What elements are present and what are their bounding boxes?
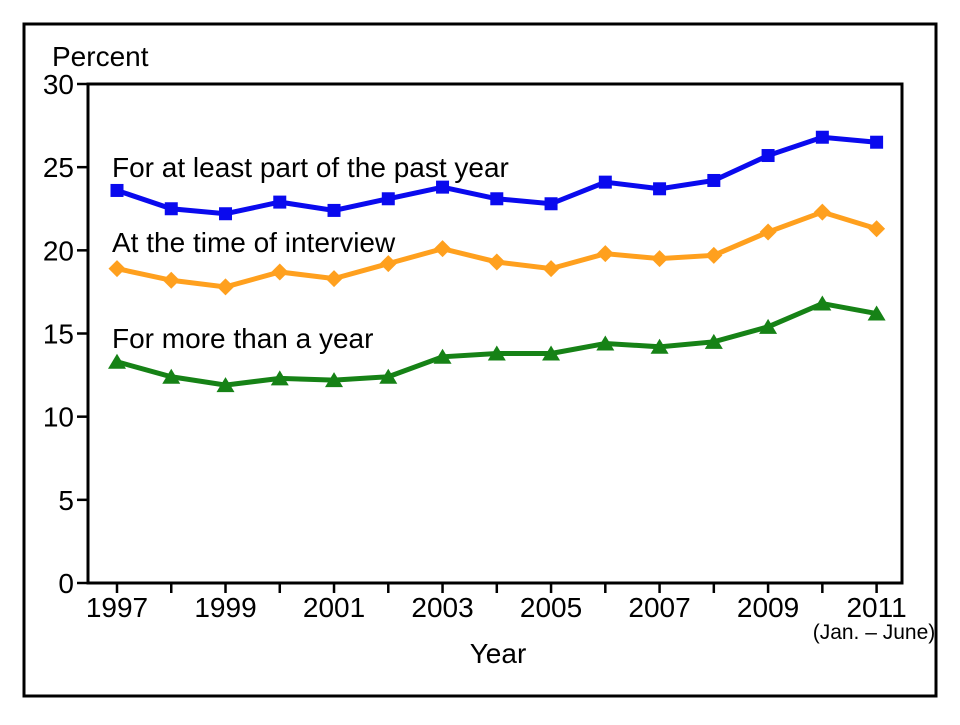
y-tick-label: 5: [58, 485, 74, 516]
y-tick-label: 15: [43, 319, 74, 350]
series-label-more-than-a-year: For more than a year: [112, 323, 373, 354]
diamond-marker-icon: [705, 246, 723, 264]
square-marker-icon: [490, 192, 504, 206]
square-marker-icon: [761, 149, 775, 163]
square-marker-icon: [544, 197, 558, 211]
y-tick-label: 25: [43, 152, 74, 183]
triangle-marker-icon: [433, 348, 452, 364]
diamond-marker-icon: [759, 223, 777, 241]
triangle-marker-icon: [650, 338, 669, 354]
series-at-time-of-interview: [108, 203, 886, 296]
x-axis-note: (Jan. – June): [813, 621, 936, 644]
diamond-marker-icon: [596, 245, 614, 263]
series-label-at-time-of-interview: At the time of interview: [112, 227, 396, 258]
series-at-least-part-of-past-year: [110, 130, 884, 221]
y-tick-label: 20: [43, 235, 74, 266]
square-marker-icon: [110, 183, 124, 197]
square-marker-icon: [164, 202, 178, 216]
square-marker-icon: [273, 195, 287, 209]
x-axis-tick-labels: 1997 1999 2001 2003 2005 2007 2009 2011: [86, 592, 907, 623]
series-more-than-a-year: [108, 295, 886, 393]
x-tick-label: 2003: [411, 592, 473, 623]
x-tick-label: 1999: [194, 592, 256, 623]
diamond-marker-icon: [379, 255, 397, 273]
triangle-marker-icon: [379, 368, 398, 384]
series-label-at-least-part-of-past-year: For at least part of the past year: [112, 152, 509, 183]
triangle-marker-icon: [162, 368, 181, 384]
square-marker-icon: [653, 182, 667, 196]
triangle-marker-icon: [325, 372, 344, 388]
diamond-marker-icon: [434, 240, 452, 258]
x-tick-label: 2001: [303, 592, 365, 623]
square-marker-icon: [598, 175, 612, 189]
square-marker-icon: [815, 130, 829, 144]
y-axis-tick-labels: 0 5 10 15 20 25 30: [43, 69, 74, 599]
triangle-marker-icon: [867, 305, 886, 321]
square-marker-icon: [219, 207, 233, 221]
x-tick-label: 2011: [846, 592, 906, 623]
diamond-marker-icon: [162, 271, 180, 289]
square-marker-icon: [327, 203, 341, 217]
triangle-marker-icon: [542, 345, 561, 361]
diamond-marker-icon: [488, 253, 506, 271]
square-marker-icon: [870, 135, 884, 149]
x-tick-label: 2005: [520, 592, 582, 623]
figure-border: [22, 22, 938, 698]
diamond-marker-icon: [217, 278, 235, 296]
triangle-marker-icon: [216, 377, 235, 393]
y-tick-label: 10: [43, 402, 74, 433]
x-axis-title: Year: [470, 638, 527, 669]
diamond-marker-icon: [271, 263, 289, 281]
triangle-marker-icon: [487, 345, 506, 361]
series-group: [108, 130, 886, 393]
diamond-marker-icon: [813, 203, 831, 221]
x-tick-label: 2007: [628, 592, 690, 623]
x-tick-label: 1997: [86, 592, 148, 623]
diamond-marker-icon: [651, 250, 669, 268]
triangle-marker-icon: [813, 295, 832, 311]
x-axis-ticks: [115, 583, 878, 593]
square-marker-icon: [381, 192, 395, 206]
triangle-marker-icon: [596, 335, 615, 351]
diamond-marker-icon: [868, 220, 886, 238]
diamond-marker-icon: [542, 260, 560, 278]
triangle-marker-icon: [108, 353, 126, 369]
square-marker-icon: [436, 180, 450, 194]
square-marker-icon: [707, 173, 721, 187]
triangle-marker-icon: [759, 318, 778, 334]
y-axis-title: Percent: [52, 41, 149, 72]
y-axis-ticks: [77, 82, 88, 585]
x-tick-label: 2009: [737, 592, 799, 623]
diamond-marker-icon: [108, 260, 126, 278]
y-tick-label: 0: [58, 568, 74, 599]
triangle-marker-icon: [270, 370, 289, 386]
diamond-marker-icon: [325, 270, 343, 288]
triangle-marker-icon: [704, 333, 723, 349]
y-tick-label: 30: [43, 69, 74, 100]
